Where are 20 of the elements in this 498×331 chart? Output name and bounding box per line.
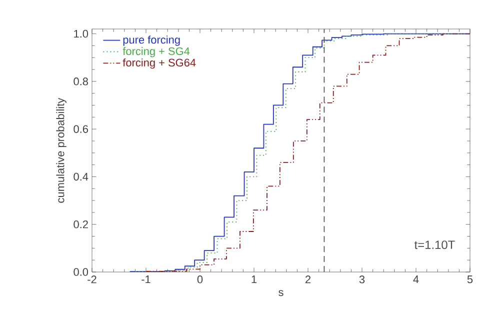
annotation: t=1.10T — [414, 240, 455, 250]
x-tick-label: 2 — [306, 276, 310, 284]
y-tick-label: 0.8 — [74, 78, 88, 86]
legend-label: pure forcing — [123, 36, 180, 46]
legend-label: forcing + SG4 — [122, 47, 190, 58]
y-tick-label: 0.2 — [74, 220, 88, 228]
x-tick-label: 0 — [197, 276, 203, 284]
x-axis-title: s — [278, 290, 284, 296]
x-tick-label: 3 — [359, 276, 365, 284]
x-tick-label: 5 — [467, 276, 473, 284]
x-tick-label: -1 — [142, 276, 150, 284]
x-tick-label: -2 — [88, 276, 96, 284]
y-tick-label: 0.4 — [74, 172, 88, 181]
y-tick-label: 1.0 — [74, 30, 88, 38]
x-tick-label: 4 — [413, 276, 419, 284]
y-tick-label: 0.6 — [74, 125, 88, 133]
x-tick-label: 1 — [252, 276, 257, 284]
legend-label: forcing + SG64 — [122, 58, 196, 69]
y-tick-label: 0.0 — [74, 268, 88, 276]
y-axis-title: cumulative probability — [56, 98, 66, 203]
